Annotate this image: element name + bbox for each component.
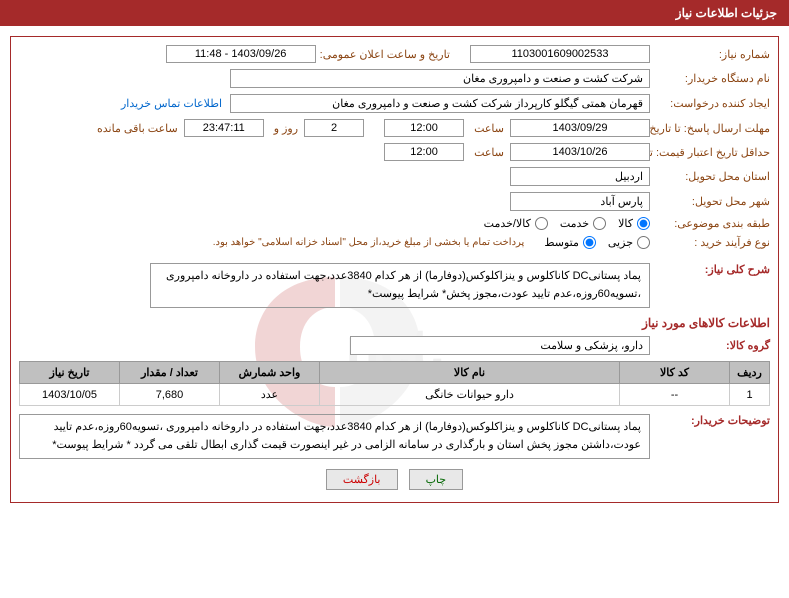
radio-small[interactable]: جزیی (608, 236, 650, 249)
category-label: طبقه بندی موضوعی: (650, 217, 770, 230)
radio-small-label: جزیی (608, 236, 633, 249)
th-code: کد کالا (620, 362, 730, 384)
td-name: دارو حیوانات خانگی (320, 384, 620, 406)
row-buyer-org: نام دستگاه خریدار: شرکت کشت و صنعت و دام… (19, 69, 770, 88)
main-panel: .net شماره نیاز: 1103001609002533 تاریخ … (10, 36, 779, 503)
deadline-date: 1403/09/29 (510, 119, 650, 137)
city-label: شهر محل تحویل: (650, 195, 770, 208)
need-number-value: 1103001609002533 (470, 45, 650, 63)
radio-medium-label: متوسط (544, 236, 579, 249)
row-goods-group: گروه کالا: دارو، پزشکی و سلامت (19, 336, 770, 355)
countdown-value: 23:47:11 (184, 119, 264, 137)
buyer-contact-link[interactable]: اطلاعات تماس خریدار (121, 97, 222, 110)
payment-note: پرداخت تمام یا بخشی از مبلغ خرید،از محل … (213, 237, 525, 248)
page-title: جزئیات اطلاعات نیاز (676, 6, 777, 20)
validity-hour-label: ساعت (470, 146, 504, 159)
goods-group-label: گروه کالا: (650, 339, 770, 352)
td-qty: 7,680 (120, 384, 220, 406)
radio-both[interactable]: کالا/خدمت (484, 217, 548, 230)
th-qty: تعداد / مقدار (120, 362, 220, 384)
th-unit: واحد شمارش (220, 362, 320, 384)
buyer-notes-label: توضیحات خریدار: (650, 414, 770, 427)
province-label: استان محل تحویل: (650, 170, 770, 183)
category-radio-group: کالا خدمت کالا/خدمت (484, 217, 650, 230)
radio-medium[interactable]: متوسط (544, 236, 596, 249)
row-overview: شرح کلی نیاز: پماد پستانیDC کاناکلوس و ی… (19, 263, 770, 308)
goods-table: ردیف کد کالا نام کالا واحد شمارش تعداد /… (19, 361, 770, 406)
deadline-label: مهلت ارسال پاسخ: تا تاریخ: (650, 122, 770, 135)
buyer-notes-text: پماد پستانیDC کاناکلوس و ینزاکلوکس(دوفار… (19, 414, 650, 459)
radio-both-label: کالا/خدمت (484, 217, 531, 230)
validity-date: 1403/10/26 (510, 143, 650, 161)
deadline-hour: 12:00 (384, 119, 464, 137)
overview-text: پماد پستانیDC کاناکلوس و ینزاکلوکس(دوفار… (150, 263, 650, 308)
radio-goods-label: کالا (618, 217, 633, 230)
row-deadline: مهلت ارسال پاسخ: تا تاریخ: 1403/09/29 سا… (19, 119, 770, 137)
buyer-org-label: نام دستگاه خریدار: (650, 72, 770, 85)
days-and-label: روز و (270, 122, 298, 135)
td-need-date: 1403/10/05 (20, 384, 120, 406)
announce-value: 1403/09/26 - 11:48 (166, 45, 316, 63)
radio-medium-input[interactable] (583, 236, 596, 249)
buyer-org-value: شرکت کشت و صنعت و دامپروری مغان (230, 69, 650, 88)
process-label: نوع فرآیند خرید : (650, 236, 770, 249)
td-code: -- (620, 384, 730, 406)
th-need-date: تاریخ نیاز (20, 362, 120, 384)
th-row: ردیف (730, 362, 770, 384)
td-row: 1 (730, 384, 770, 406)
radio-service[interactable]: خدمت (560, 217, 606, 230)
table-row: 1 -- دارو حیوانات خانگی عدد 7,680 1403/1… (20, 384, 770, 406)
remaining-label: ساعت باقی مانده (93, 122, 178, 135)
table-header-row: ردیف کد کالا نام کالا واحد شمارش تعداد /… (20, 362, 770, 384)
row-category: طبقه بندی موضوعی: کالا خدمت کالا/خدمت (19, 217, 770, 230)
requester-label: ایجاد کننده درخواست: (650, 97, 770, 110)
radio-goods[interactable]: کالا (618, 217, 650, 230)
button-row: چاپ بازگشت (19, 469, 770, 490)
announce-label: تاریخ و ساعت اعلان عمومی: (316, 48, 450, 61)
radio-goods-input[interactable] (637, 217, 650, 230)
radio-service-input[interactable] (593, 217, 606, 230)
th-name: نام کالا (320, 362, 620, 384)
radio-both-input[interactable] (535, 217, 548, 230)
province-value: اردبیل (510, 167, 650, 186)
process-radio-group: جزیی متوسط (544, 236, 650, 249)
row-requester: ایجاد کننده درخواست: قهرمان همتی گیگلو ک… (19, 94, 770, 113)
radio-service-label: خدمت (560, 217, 589, 230)
row-province: استان محل تحویل: اردبیل (19, 167, 770, 186)
row-buyer-notes: توضیحات خریدار: پماد پستانیDC کاناکلوس و… (19, 414, 770, 459)
radio-small-input[interactable] (637, 236, 650, 249)
page-header: جزئیات اطلاعات نیاز (0, 0, 789, 26)
overview-label: شرح کلی نیاز: (650, 263, 770, 276)
days-remaining: 2 (304, 119, 364, 137)
validity-label: حداقل تاریخ اعتبار قیمت: تا تاریخ: (650, 146, 770, 159)
city-value: پارس آباد (510, 192, 650, 211)
goods-info-title: اطلاعات کالاهای مورد نیاز (19, 316, 770, 330)
td-unit: عدد (220, 384, 320, 406)
deadline-hour-label: ساعت (470, 122, 504, 135)
requester-value: قهرمان همتی گیگلو کارپرداز شرکت کشت و صن… (230, 94, 650, 113)
validity-hour: 12:00 (384, 143, 464, 161)
row-validity: حداقل تاریخ اعتبار قیمت: تا تاریخ: 1403/… (19, 143, 770, 161)
row-need-number: شماره نیاز: 1103001609002533 تاریخ و ساع… (19, 45, 770, 63)
row-process: نوع فرآیند خرید : جزیی متوسط پرداخت تمام… (19, 236, 770, 249)
back-button[interactable]: بازگشت (326, 469, 398, 490)
print-button[interactable]: چاپ (409, 469, 464, 490)
goods-group-value: دارو، پزشکی و سلامت (350, 336, 650, 355)
need-number-label: شماره نیاز: (650, 48, 770, 61)
row-city: شهر محل تحویل: پارس آباد (19, 192, 770, 211)
